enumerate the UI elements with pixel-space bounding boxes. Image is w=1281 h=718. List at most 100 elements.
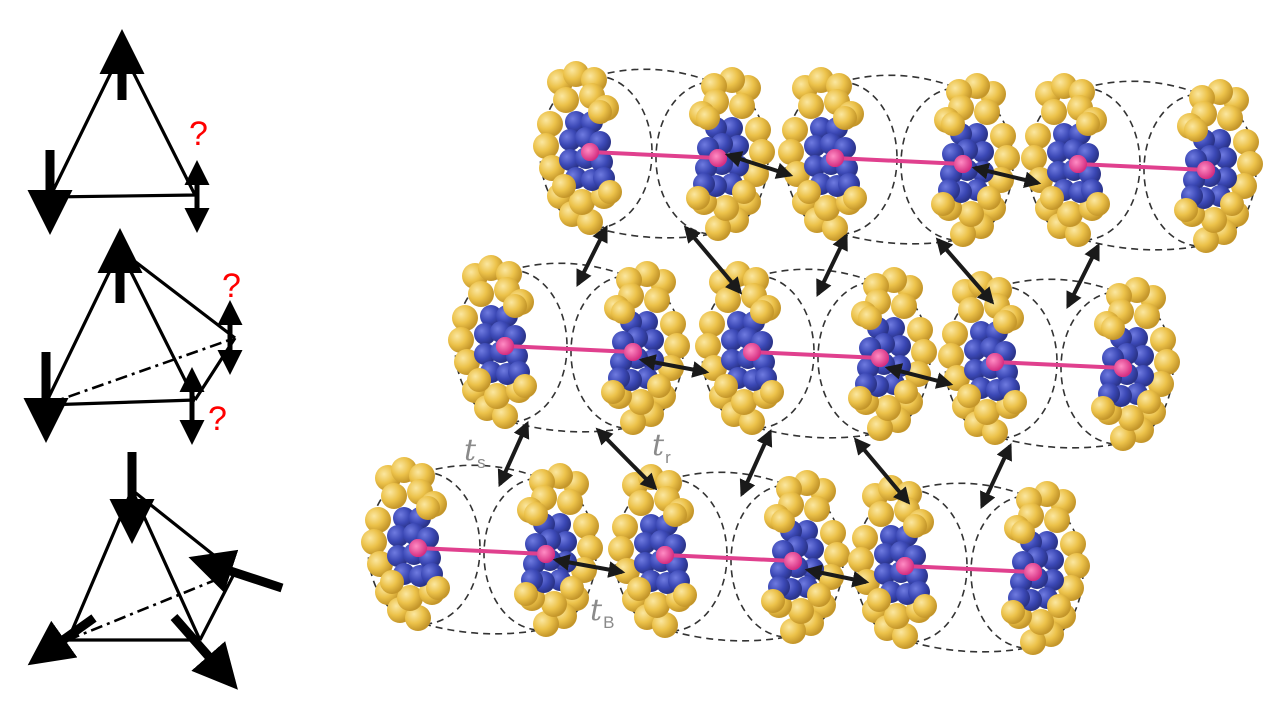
gold-atom: [994, 145, 1020, 171]
gold-atom: [993, 310, 1017, 334]
gold-atom: [958, 201, 984, 227]
gold-atom: [553, 87, 579, 113]
gold-atom: [891, 293, 917, 319]
gold-atom: [941, 112, 965, 136]
gold-atom: [416, 496, 440, 520]
gold-atom: [1101, 316, 1125, 340]
ring-atom: [634, 532, 656, 554]
ring-atom: [1053, 123, 1075, 145]
gold-atom: [977, 186, 1001, 210]
hopping-arrow: [853, 437, 911, 505]
ring-atom: [642, 329, 664, 351]
ring-atom: [966, 123, 988, 145]
ring-atom: [1047, 141, 1069, 163]
dimer: [938, 271, 1180, 451]
ring-atom: [549, 513, 571, 535]
spin-arrow: [188, 549, 284, 593]
ring-atom: [559, 129, 581, 151]
dimer-bond: [589, 150, 719, 160]
hopping-arrow: [576, 224, 608, 288]
ring-atom: [727, 311, 749, 333]
ring-atom: [387, 545, 409, 567]
dimer-boundary: [910, 482, 1028, 497]
dimer-boundary: [1083, 80, 1201, 95]
edge: [198, 571, 237, 641]
dimer-bond: [994, 360, 1124, 370]
dimer-bond: [417, 546, 547, 556]
gold-atom: [557, 489, 583, 515]
dimer: [533, 61, 775, 241]
tetrahedron-panel-noncollinear: [27, 452, 284, 690]
gold-atom: [1064, 553, 1090, 579]
gold-atom: [1020, 629, 1046, 655]
hopping-arrow: [971, 162, 1042, 189]
gold-atom: [381, 483, 407, 509]
edge: [119, 248, 236, 340]
gold-atom: [1065, 221, 1091, 247]
hopping-arrow: [497, 420, 530, 488]
ring-atom: [880, 525, 902, 547]
tetrahedron-panel: ? ?: [23, 228, 243, 445]
gold-atom: [974, 399, 1000, 425]
dimer-bond: [751, 350, 881, 360]
gold-atom: [533, 133, 559, 159]
gold-atom: [750, 300, 774, 324]
metal-atom: [1114, 359, 1132, 377]
gold-atom: [696, 106, 720, 130]
metal-atom: [1197, 161, 1215, 179]
ring-atom: [387, 525, 409, 547]
gold-atom: [1148, 371, 1174, 397]
gold-atom: [771, 509, 795, 533]
gold-atom: [1091, 396, 1115, 420]
metal-atom: [826, 149, 844, 167]
gold-atom: [982, 419, 1008, 445]
dimer-bond: [904, 564, 1034, 574]
gold-atom: [848, 386, 872, 410]
hopping-arrow: [683, 225, 743, 295]
gold-atom: [611, 300, 635, 324]
spin-arrow: [27, 614, 97, 666]
gold-atom: [761, 589, 785, 613]
question-mark: ?: [222, 267, 241, 305]
dimer-boundary: [510, 262, 628, 277]
gold-atom: [503, 294, 527, 318]
gold-atom: [367, 551, 393, 577]
gold-atom: [647, 374, 671, 398]
ring-atom: [1042, 569, 1064, 591]
gold-atom: [699, 311, 725, 337]
dimer-bond: [664, 553, 794, 563]
gold-atom: [798, 93, 824, 119]
ring-atom: [1209, 129, 1231, 151]
dimer: [848, 475, 1090, 655]
ring-atom: [634, 552, 656, 574]
dimer: [608, 464, 850, 644]
ring-atom: [721, 329, 743, 351]
metal-atom: [656, 546, 674, 564]
gold-atom: [1174, 198, 1198, 222]
dimer-boundary: [595, 227, 713, 239]
gold-atom: [938, 343, 964, 369]
gold-atom: [974, 99, 1000, 125]
gold-atom: [843, 186, 867, 210]
ring-atom: [1215, 147, 1237, 169]
hopping-arrow: [739, 428, 773, 498]
gold-atom: [452, 305, 478, 331]
gold-atom: [1041, 99, 1067, 125]
ring-atom: [480, 305, 502, 327]
dimer-bond: [834, 156, 964, 166]
metal-atom: [537, 545, 555, 563]
dimer-boundary: [840, 74, 958, 89]
hopping-arrow: [724, 151, 794, 179]
ring-atom: [796, 520, 818, 542]
gold-atom: [903, 514, 927, 538]
hopping-arrow: [1066, 242, 1100, 310]
edge: [130, 489, 202, 641]
gold-atom: [911, 339, 937, 365]
ring-atom: [1042, 549, 1064, 571]
ring-atom: [883, 317, 905, 339]
gold-atom: [537, 111, 563, 137]
gold-atom: [1076, 112, 1100, 136]
ring-atom: [393, 507, 415, 529]
gold-atom: [627, 577, 651, 601]
